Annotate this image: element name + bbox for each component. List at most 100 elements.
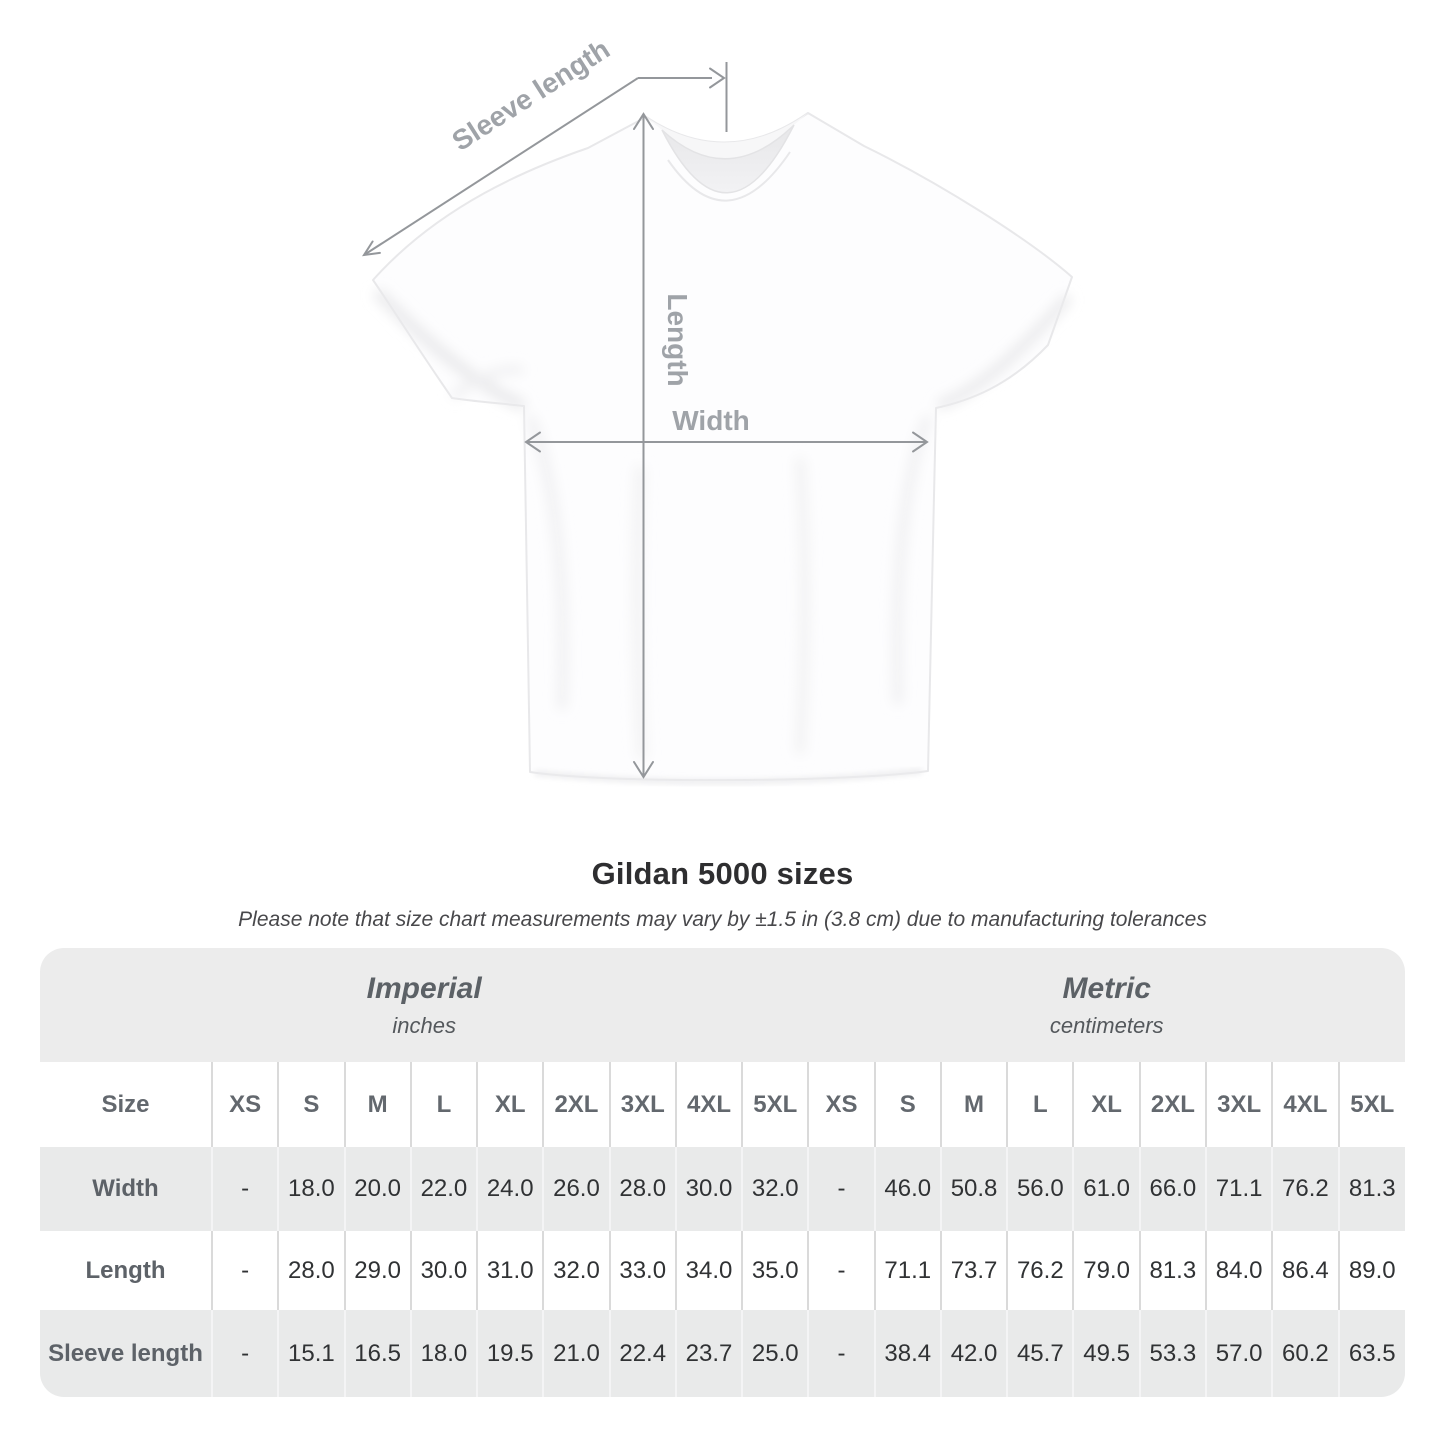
size-value-cell: 53.3 bbox=[1138, 1310, 1206, 1397]
length-label: Length bbox=[662, 293, 693, 386]
size-value-cell: 57.0 bbox=[1204, 1310, 1273, 1397]
size-col-header: XL bbox=[476, 1062, 544, 1147]
collar-opening bbox=[661, 124, 795, 194]
tshirt-body bbox=[372, 112, 1073, 782]
size-value-cell: 71.1 bbox=[873, 1231, 941, 1310]
size-value-cell: 81.3 bbox=[1138, 1231, 1206, 1310]
row-label: Sleeve length bbox=[40, 1310, 212, 1397]
size-value-cell: 30.0 bbox=[674, 1147, 743, 1231]
collar-seam bbox=[667, 151, 791, 202]
size-value-cell: 42.0 bbox=[939, 1310, 1008, 1397]
size-col-header: L bbox=[1006, 1062, 1074, 1147]
size-value-cell: 46.0 bbox=[873, 1147, 941, 1231]
size-value-cell: 20.0 bbox=[343, 1147, 411, 1231]
metric-label: Metric bbox=[1062, 971, 1151, 1005]
size-header-row: Size XS S M L XL 2XL 3XL 4XL 5XL XS S M … bbox=[40, 1062, 1405, 1147]
metric-header-cell: Metric centimeters bbox=[808, 948, 1405, 1062]
size-value-cell: 89.0 bbox=[1337, 1231, 1405, 1310]
sleeve-offset-arrowhead bbox=[709, 67, 726, 89]
size-value-cell: 50.8 bbox=[939, 1147, 1008, 1231]
size-value-cell: 28.0 bbox=[608, 1147, 676, 1231]
size-col-header: S bbox=[873, 1062, 941, 1147]
size-col-header: M bbox=[343, 1062, 411, 1147]
row-label: Length bbox=[40, 1231, 212, 1310]
width-arrowhead-left bbox=[524, 431, 541, 453]
imperial-header-cell: Imperial inches bbox=[40, 948, 809, 1062]
size-header: Size bbox=[40, 1062, 212, 1147]
fabric-shading bbox=[374, 289, 1072, 760]
size-value-cell: 30.0 bbox=[409, 1231, 478, 1310]
size-value-cell: - bbox=[807, 1310, 875, 1397]
size-col-header: XS bbox=[210, 1062, 279, 1147]
size-col-header: 2XL bbox=[1138, 1062, 1206, 1147]
size-col-header: M bbox=[939, 1062, 1008, 1147]
sleeve-length-arrowhead bbox=[362, 240, 381, 257]
width-row: Width - 18.0 20.0 22.0 24.0 26.0 28.0 30… bbox=[40, 1147, 1405, 1231]
size-value-cell: - bbox=[210, 1310, 279, 1397]
size-value-cell: 79.0 bbox=[1072, 1231, 1140, 1310]
size-col-header: XS bbox=[807, 1062, 875, 1147]
size-col-header: XL bbox=[1072, 1062, 1140, 1147]
size-col-header: 5XL bbox=[1337, 1062, 1405, 1147]
tshirt-graphic bbox=[372, 112, 1073, 785]
size-value-cell: 24.0 bbox=[476, 1147, 544, 1231]
size-value-cell: 76.2 bbox=[1271, 1147, 1339, 1231]
size-value-cell: 38.4 bbox=[873, 1310, 941, 1397]
imperial-unit: inches bbox=[392, 1012, 456, 1038]
size-value-cell: 84.0 bbox=[1204, 1231, 1273, 1310]
tshirt-measurement-diagram: Sleeve length Length Width bbox=[362, 33, 1073, 785]
size-value-cell: 33.0 bbox=[608, 1231, 676, 1310]
size-value-cell: 15.1 bbox=[277, 1310, 345, 1397]
length-arrowhead-top bbox=[633, 112, 654, 130]
size-col-header: 3XL bbox=[608, 1062, 676, 1147]
size-value-cell: 56.0 bbox=[1006, 1147, 1074, 1231]
size-col-header: 2XL bbox=[542, 1062, 610, 1147]
length-row: Length - 28.0 29.0 30.0 31.0 32.0 33.0 3… bbox=[40, 1231, 1405, 1310]
size-value-cell: 71.1 bbox=[1204, 1147, 1273, 1231]
size-value-cell: 23.7 bbox=[674, 1310, 743, 1397]
size-value-cell: 26.0 bbox=[542, 1147, 610, 1231]
size-col-header: S bbox=[277, 1062, 345, 1147]
size-value-cell: 21.0 bbox=[542, 1310, 610, 1397]
size-value-cell: 34.0 bbox=[674, 1231, 743, 1310]
metric-unit: centimeters bbox=[1049, 1012, 1164, 1038]
size-col-header: 3XL bbox=[1204, 1062, 1273, 1147]
hem-shadow bbox=[534, 768, 923, 785]
size-value-cell: - bbox=[807, 1231, 875, 1310]
size-value-cell: - bbox=[210, 1231, 279, 1310]
length-arrowhead-bottom bbox=[633, 761, 654, 779]
size-value-cell: 73.7 bbox=[939, 1231, 1008, 1310]
size-col-header: 4XL bbox=[1271, 1062, 1339, 1147]
size-value-cell: 76.2 bbox=[1006, 1231, 1074, 1310]
size-value-cell: 16.5 bbox=[343, 1310, 411, 1397]
size-table: Imperial inches Metric centimeters Size … bbox=[40, 948, 1405, 1397]
sleeve-length-row: Sleeve length - 15.1 16.5 18.0 19.5 21.0… bbox=[40, 1310, 1405, 1397]
tolerance-note: Please note that size chart measurements… bbox=[238, 908, 1207, 931]
size-value-cell: 31.0 bbox=[476, 1231, 544, 1310]
row-label: Width bbox=[40, 1147, 212, 1231]
size-value-cell: 25.0 bbox=[741, 1310, 809, 1397]
width-arrowhead-right bbox=[912, 431, 929, 453]
size-value-cell: 81.3 bbox=[1337, 1147, 1405, 1231]
size-value-cell: 63.5 bbox=[1337, 1310, 1405, 1397]
size-col-header: 5XL bbox=[741, 1062, 809, 1147]
sleeve-length-line bbox=[363, 77, 639, 256]
size-value-cell: 22.0 bbox=[409, 1147, 478, 1231]
page-title: Gildan 5000 sizes bbox=[591, 856, 854, 891]
size-value-cell: 45.7 bbox=[1006, 1310, 1074, 1397]
size-value-cell: 35.0 bbox=[741, 1231, 809, 1310]
size-value-cell: 32.0 bbox=[542, 1231, 610, 1310]
size-value-cell: 22.4 bbox=[608, 1310, 676, 1397]
size-col-header: L bbox=[409, 1062, 478, 1147]
size-value-cell: 61.0 bbox=[1072, 1147, 1140, 1231]
width-label: Width bbox=[672, 405, 750, 436]
unit-header-row: Imperial inches Metric centimeters bbox=[40, 948, 1405, 1062]
size-value-cell: 60.2 bbox=[1271, 1310, 1339, 1397]
sleeve-length-label: Sleeve length bbox=[447, 33, 616, 157]
size-value-cell: 18.0 bbox=[277, 1147, 345, 1231]
size-value-cell: 18.0 bbox=[409, 1310, 478, 1397]
size-value-cell: - bbox=[210, 1147, 279, 1231]
size-value-cell: 66.0 bbox=[1138, 1147, 1206, 1231]
size-table-container: Imperial inches Metric centimeters Size … bbox=[40, 948, 1405, 1397]
measurement-annotations bbox=[362, 62, 929, 779]
